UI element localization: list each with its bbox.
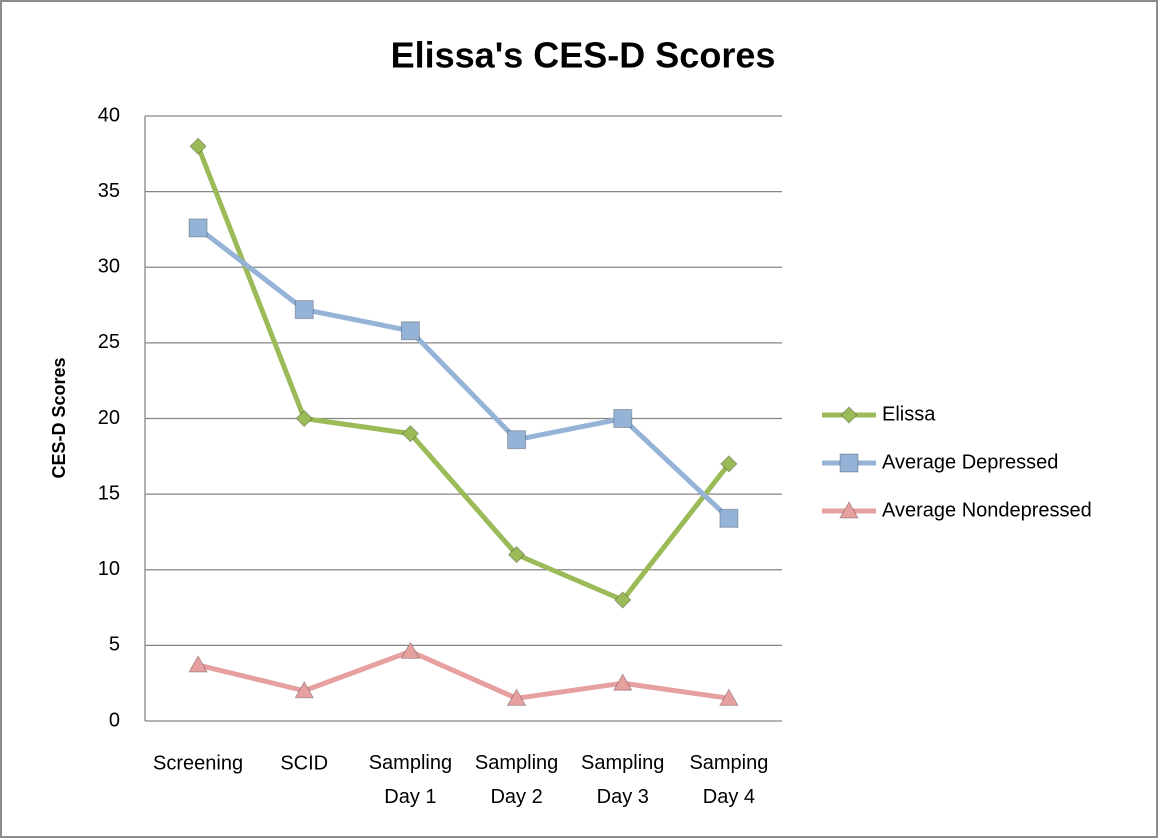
data-point: [295, 409, 313, 428]
series-line: [195, 145, 731, 603]
data-point: [189, 137, 207, 155]
data-point: [294, 680, 315, 699]
y-tick-label: 20: [98, 407, 120, 429]
data-point: [612, 673, 633, 691]
y-tick-label: 35: [98, 180, 120, 202]
legend-marker: [840, 406, 858, 424]
legend-marker: [839, 500, 859, 519]
data-point: [188, 218, 208, 238]
y-tick-label: 10: [98, 558, 120, 580]
x-tick-label: Samping Day 4: [689, 752, 768, 808]
data-point: [719, 688, 739, 706]
data-point: [613, 409, 633, 428]
y-axis-title: CES-D Scores: [49, 357, 69, 478]
data-point: [614, 591, 632, 609]
x-tick-label: SCID: [280, 752, 328, 774]
y-tick-label: 5: [109, 634, 120, 656]
x-tick-label: Sampling Day 1: [369, 752, 452, 808]
data-point: [188, 655, 208, 673]
series-line: [196, 225, 731, 521]
x-tick-label: Sampling Day 3: [581, 752, 664, 808]
data-point: [400, 641, 421, 659]
series-line: [197, 648, 730, 701]
y-tick-label: 30: [98, 256, 120, 278]
legend-label: Average Nondepressed: [882, 499, 1092, 521]
chart-title: Elissa's CES-D Scores: [391, 35, 776, 76]
y-tick-label: 40: [98, 104, 120, 126]
data-point: [507, 430, 527, 450]
data-point: [294, 300, 314, 320]
legend-label: Elissa: [882, 403, 936, 425]
data-point: [507, 545, 526, 564]
y-tick-label: 0: [109, 709, 120, 731]
y-tick-label: 25: [98, 331, 120, 353]
data-point: [401, 424, 420, 443]
y-tick-label: 15: [98, 482, 120, 504]
x-tick-label: Screening: [153, 752, 243, 774]
data-point: [719, 508, 739, 528]
x-tick-label: Sampling Day 2: [475, 752, 558, 808]
data-point: [506, 688, 527, 706]
data-point: [400, 321, 420, 341]
data-point: [720, 455, 738, 473]
legend-marker: [839, 453, 859, 473]
legend-label: Average Depressed: [882, 451, 1058, 473]
